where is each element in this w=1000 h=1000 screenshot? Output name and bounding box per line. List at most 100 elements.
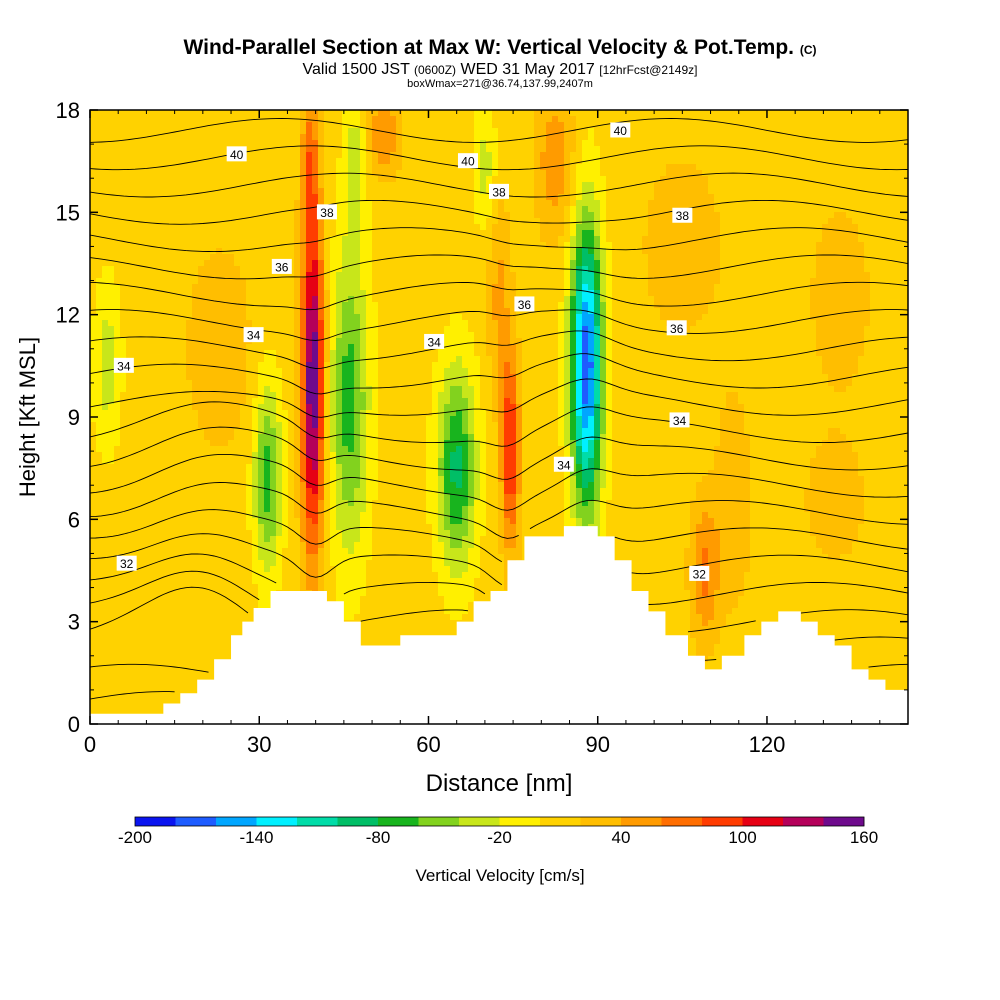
velocity-cell (102, 122, 109, 129)
velocity-cell (264, 434, 271, 441)
velocity-cell (294, 320, 301, 327)
velocity-cell (288, 428, 295, 435)
velocity-cell (210, 242, 217, 249)
velocity-cell (252, 296, 259, 303)
velocity-cell (312, 296, 319, 303)
velocity-cell (258, 122, 265, 129)
velocity-cell (342, 428, 349, 435)
velocity-cell (324, 398, 331, 405)
velocity-cell (120, 704, 127, 711)
velocity-cell (138, 218, 145, 225)
velocity-cell (348, 566, 355, 573)
velocity-cell (252, 380, 259, 387)
velocity-cell (276, 146, 283, 153)
velocity-cell (108, 314, 115, 321)
velocity-cell (168, 512, 175, 519)
velocity-cell (138, 410, 145, 417)
velocity-cell (264, 278, 271, 285)
velocity-cell (372, 608, 379, 615)
velocity-cell (144, 530, 151, 537)
velocity-cell (342, 482, 349, 489)
velocity-cell (216, 266, 223, 273)
velocity-cell (120, 650, 127, 657)
velocity-cell (162, 392, 169, 399)
velocity-cell (336, 314, 343, 321)
velocity-cell (312, 236, 319, 243)
velocity-cell (168, 368, 175, 375)
velocity-cell (120, 152, 127, 159)
velocity-cell (180, 674, 187, 681)
velocity-cell (114, 254, 121, 261)
velocity-cell (168, 194, 175, 201)
velocity-cell (282, 404, 289, 411)
velocity-cell (378, 344, 385, 351)
velocity-cell (348, 182, 355, 189)
velocity-cell (276, 164, 283, 171)
velocity-cell (216, 146, 223, 153)
velocity-cell (246, 290, 253, 297)
velocity-cell (90, 440, 97, 447)
velocity-cell (312, 200, 319, 207)
velocity-cell (228, 230, 235, 237)
velocity-cell (138, 686, 145, 693)
velocity-cell (144, 650, 151, 657)
velocity-cell (306, 140, 313, 147)
velocity-cell (294, 176, 301, 183)
velocity-cell (348, 302, 355, 309)
velocity-cell (90, 488, 97, 495)
velocity-cell (372, 122, 379, 129)
velocity-cell (126, 284, 133, 291)
velocity-cell (156, 470, 163, 477)
velocity-cell (294, 134, 301, 141)
velocity-cell (324, 440, 331, 447)
velocity-cell (144, 248, 151, 255)
velocity-cell (348, 572, 355, 579)
velocity-cell (144, 374, 151, 381)
velocity-cell (96, 182, 103, 189)
velocity-cell (366, 632, 373, 639)
velocity-cell (366, 338, 373, 345)
velocity-cell (126, 680, 133, 687)
velocity-cell (168, 446, 175, 453)
velocity-cell (324, 308, 331, 315)
velocity-cell (276, 134, 283, 141)
velocity-cell (252, 242, 259, 249)
velocity-cell (132, 458, 139, 465)
velocity-cell (150, 416, 157, 423)
velocity-cell (96, 356, 103, 363)
velocity-cell (336, 536, 343, 543)
velocity-cell (96, 674, 103, 681)
velocity-cell (180, 410, 187, 417)
velocity-cell (132, 572, 139, 579)
velocity-cell (348, 500, 355, 507)
velocity-cell (102, 320, 109, 327)
velocity-cell (132, 302, 139, 309)
velocity-cell (168, 296, 175, 303)
velocity-cell (312, 314, 319, 321)
velocity-cell (174, 332, 181, 339)
velocity-cell (222, 128, 229, 135)
velocity-cell (144, 140, 151, 147)
velocity-cell (318, 392, 325, 399)
velocity-cell (132, 140, 139, 147)
velocity-cell (120, 332, 127, 339)
velocity-cell (120, 494, 127, 501)
velocity-cell (330, 464, 337, 471)
velocity-cell (246, 410, 253, 417)
velocity-cell (144, 578, 151, 585)
velocity-cell (96, 308, 103, 315)
velocity-cell (234, 530, 241, 537)
velocity-cell (294, 266, 301, 273)
velocity-cell (366, 398, 373, 405)
velocity-cell (282, 428, 289, 435)
velocity-cell (366, 488, 373, 495)
velocity-cell (180, 512, 187, 519)
velocity-cell (174, 326, 181, 333)
velocity-cell (234, 164, 241, 171)
velocity-cell (288, 560, 295, 567)
velocity-cell (366, 290, 373, 297)
velocity-cell (234, 266, 241, 273)
velocity-cell (186, 260, 193, 267)
velocity-cell (198, 182, 205, 189)
velocity-cell (138, 680, 145, 687)
